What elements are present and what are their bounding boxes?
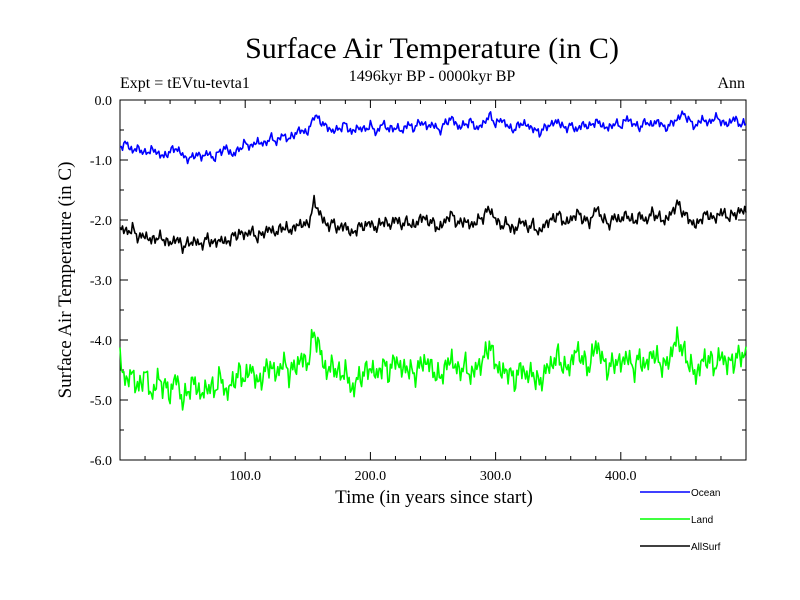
y-tick-label: -2.0	[90, 214, 112, 229]
chart-title: Surface Air Temperature (in C)	[245, 32, 619, 65]
experiment-label: Expt = tEVtu-tevta1	[120, 75, 250, 92]
y-tick-label: 0.0	[95, 94, 113, 109]
x-tick-label: 300.0	[480, 469, 512, 484]
series-line-ocean	[119, 110, 747, 165]
series-layer	[119, 110, 747, 411]
y-tick-label: -5.0	[90, 394, 112, 409]
x-axis-label: Time (in years since start)	[335, 487, 533, 508]
x-axis: 100.0 200.0 300.0 400.0	[144, 100, 722, 484]
y-axis-label: Surface Air Temperature (in C)	[55, 162, 76, 399]
y-axis: 0.0 -1.0 -2.0 -3.0 -4.0 -5.0 -6.0	[90, 94, 746, 469]
x-tick-label: 100.0	[229, 469, 261, 484]
x-tick-label: 200.0	[355, 469, 387, 484]
series-line-land	[119, 326, 747, 411]
y-tick-label: -4.0	[90, 334, 112, 349]
legend-label-land: Land	[691, 515, 713, 526]
season-label: Ann	[717, 75, 745, 92]
plot-border	[119, 99, 747, 461]
x-tick-label: 400.0	[605, 469, 637, 484]
y-tick-label: -6.0	[90, 454, 112, 469]
legend-label-allsurf: AllSurf	[691, 542, 721, 553]
chart-subtitle: 1496kyr BP - 0000kyr BP	[349, 68, 516, 85]
y-tick-label: -3.0	[90, 274, 112, 289]
legend: Ocean Land AllSurf	[640, 488, 721, 553]
legend-label-ocean: Ocean	[691, 488, 720, 499]
y-tick-label: -1.0	[90, 154, 112, 169]
series-line-allsurf	[119, 194, 747, 254]
plot-area	[119, 99, 747, 461]
